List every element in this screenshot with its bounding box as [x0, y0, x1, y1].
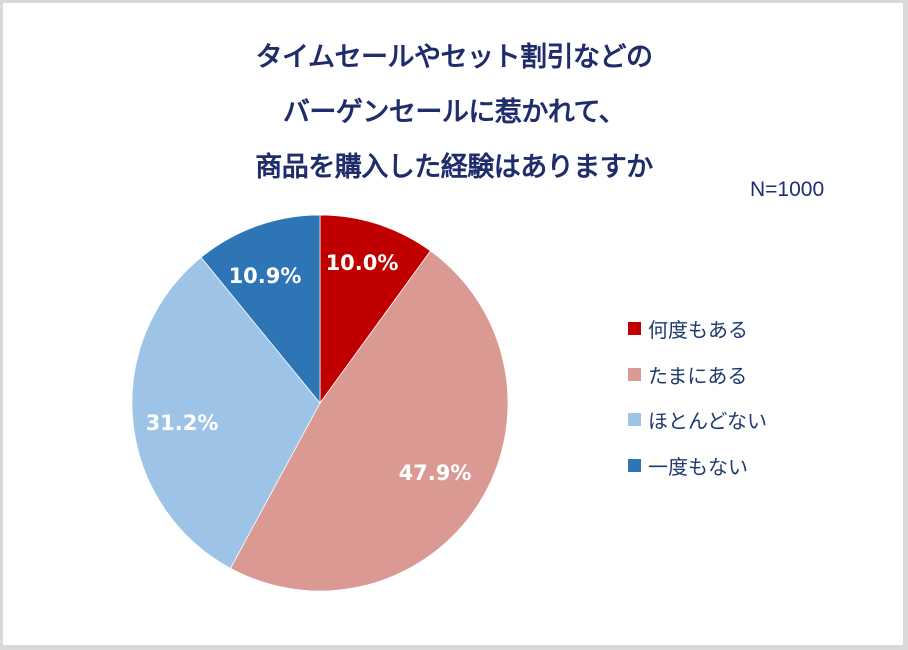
legend-label-never: 一度もない — [648, 454, 748, 479]
pie-slice-never — [200, 214, 321, 405]
legend-swatch-sometimes — [628, 367, 641, 381]
title-line-1: タイムセールやセット割引などの — [255, 42, 653, 73]
chart-title: タイムセールやセット割引などの バーゲンセールに惹かれて、 商品を購入した経験は… — [0, 30, 908, 195]
pie-slice-often — [319, 214, 432, 405]
slice-label-2: 31.2% — [146, 411, 219, 435]
legend-item-often: 何度もある — [628, 306, 767, 352]
pie-slice-sometimes — [229, 250, 509, 592]
legend-swatch-rarely — [628, 413, 641, 427]
sample-size-label: N=1000 — [750, 178, 825, 201]
slice-label-3: 10.9% — [229, 264, 302, 288]
slice-label-0: 10.0% — [326, 251, 399, 275]
legend-label-sometimes: たまにある — [648, 363, 748, 388]
slice-label-1: 47.9% — [399, 461, 472, 485]
legend-swatch-often — [628, 322, 641, 336]
title-line-3: 商品を購入した経験はありますか — [255, 152, 653, 183]
chart-legend: 何度もある たまにある ほとんどない 一度もない — [628, 306, 767, 488]
legend-item-sometimes: たまにある — [628, 352, 767, 398]
legend-item-rarely: ほとんどない — [628, 397, 767, 443]
pie-slices — [131, 214, 509, 592]
pie-slice-rarely — [131, 256, 321, 569]
legend-label-rarely: ほとんどない — [648, 409, 767, 434]
legend-item-never: 一度もない — [628, 443, 767, 489]
legend-swatch-never — [628, 458, 641, 472]
title-line-2: バーゲンセールに惹かれて、 — [282, 97, 626, 128]
legend-label-often: 何度もある — [648, 318, 748, 343]
